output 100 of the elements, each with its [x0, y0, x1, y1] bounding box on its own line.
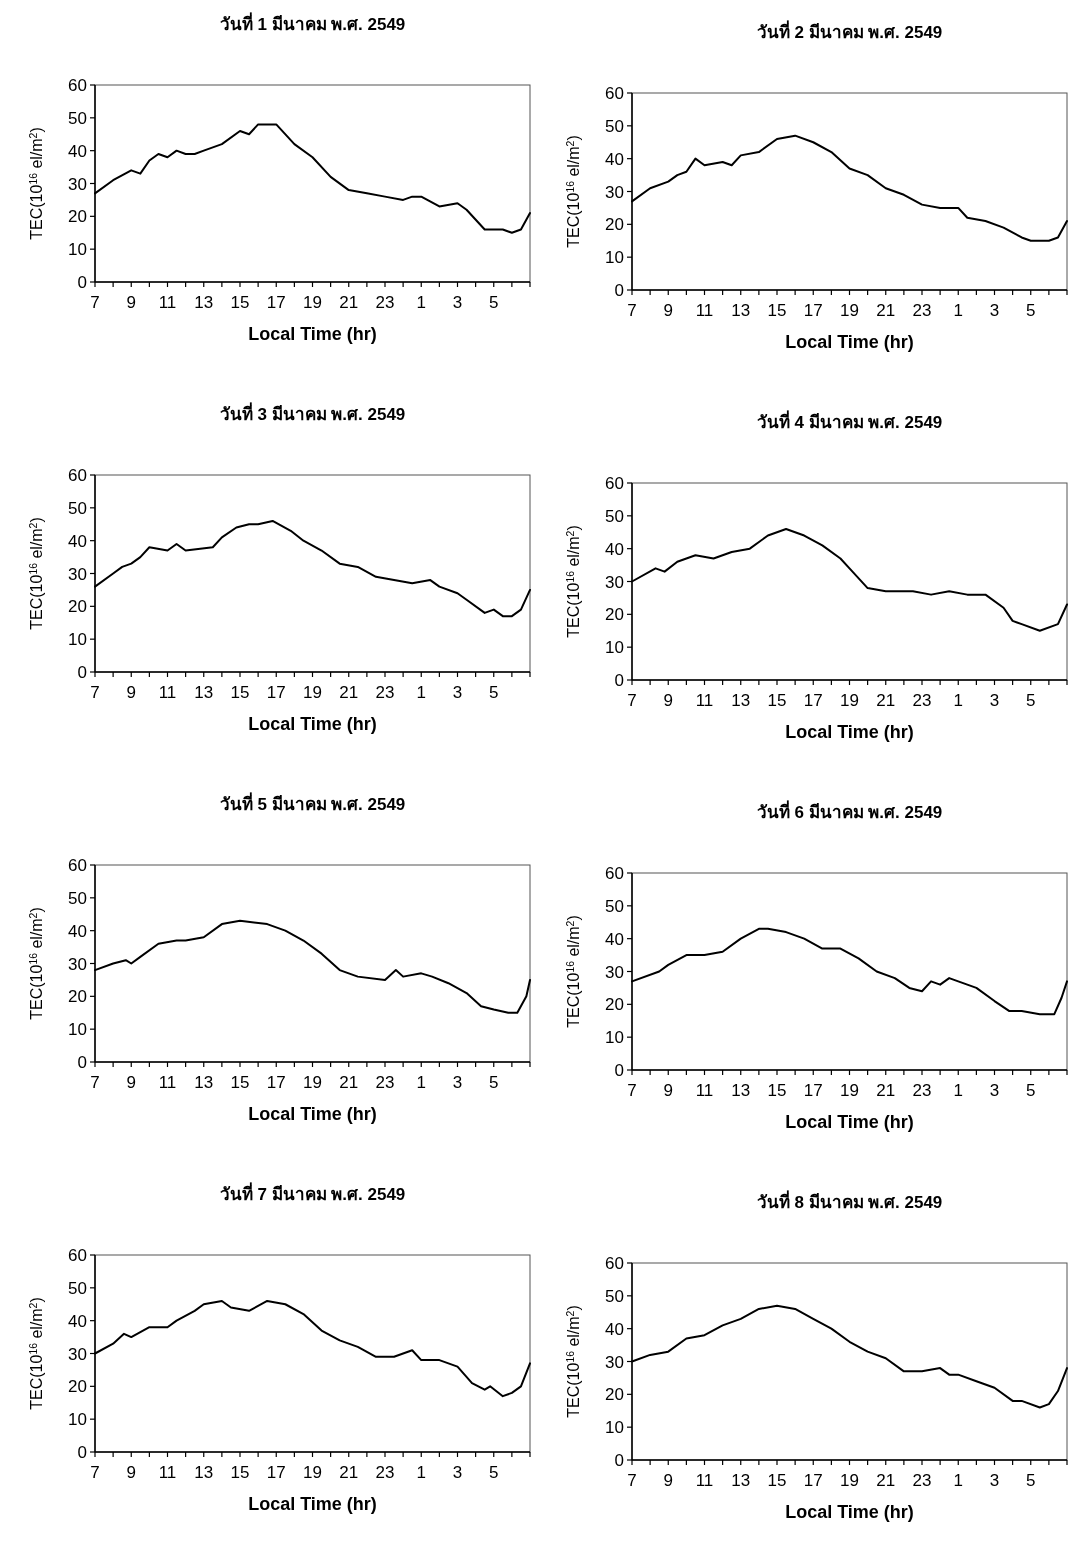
x-tick-label: 11	[158, 293, 177, 312]
x-tick-label: 19	[303, 293, 322, 312]
y-tick-label: 20	[68, 597, 87, 617]
x-tick-label: 21	[339, 293, 359, 312]
y-tick-label: 60	[605, 864, 624, 883]
y-tick-label: 0	[77, 1053, 87, 1072]
x-tick-label: 5	[1026, 301, 1036, 320]
y-tick-label: 20	[68, 1377, 87, 1397]
x-tick-label: 3	[989, 1471, 1000, 1490]
x-tick-label: 15	[767, 301, 787, 320]
x-tick-label: 3	[452, 1463, 463, 1482]
y-tick-label: 40	[68, 921, 87, 941]
x-tick-label: 11	[695, 1471, 714, 1490]
x-tick-label: 7	[90, 293, 100, 312]
x-tick-label: 11	[158, 1463, 177, 1482]
x-tick-label: 17	[803, 1471, 823, 1490]
y-tick-label: 20	[605, 605, 624, 625]
x-tick-label: 23	[912, 1471, 932, 1490]
y-tick-label: 60	[68, 856, 87, 875]
y-tick-label: 20	[68, 987, 87, 1007]
x-tick-label: 19	[303, 1463, 322, 1482]
x-tick-label: 17	[803, 691, 823, 710]
y-tick-label: 60	[605, 84, 624, 103]
x-tick-label: 15	[767, 1081, 787, 1100]
x-tick-label: 7	[90, 1073, 100, 1092]
x-tick-label: 15	[767, 1471, 787, 1490]
x-tick-label: 5	[489, 683, 499, 702]
y-tick-label: 30	[605, 962, 624, 982]
y-tick-label: 0	[614, 281, 624, 300]
x-tick-label: 9	[126, 683, 136, 702]
x-tick-label: 17	[266, 683, 286, 702]
x-tick-label: 11	[695, 1081, 714, 1100]
x-tick-label: 21	[876, 1081, 896, 1100]
x-axis-title: Local Time (hr)	[248, 324, 377, 344]
y-tick-label: 30	[605, 182, 624, 202]
y-tick-label: 10	[68, 1020, 87, 1040]
y-tick-label: 60	[68, 76, 87, 95]
y-tick-label: 40	[605, 149, 624, 169]
x-tick-label: 3	[452, 1073, 463, 1092]
x-tick-label: 13	[731, 1081, 751, 1100]
x-tick-label: 11	[695, 691, 714, 710]
x-tick-label: 23	[375, 1463, 395, 1482]
x-tick-label: 23	[375, 1073, 395, 1092]
chart-title: วันที่ 5 มีนาคม พ.ศ. 2549	[219, 792, 406, 814]
x-tick-label: 7	[90, 683, 100, 702]
chart-title: วันที่ 1 มีนาคม พ.ศ. 2549	[219, 12, 406, 34]
y-tick-label: 40	[605, 929, 624, 949]
y-tick-label: 50	[68, 1278, 87, 1298]
chart-title: วันที่ 6 มีนาคม พ.ศ. 2549	[756, 800, 943, 822]
x-tick-label: 21	[339, 1073, 359, 1092]
chart-title: วันที่ 7 มีนาคม พ.ศ. 2549	[219, 1182, 406, 1204]
y-tick-label: 10	[605, 638, 624, 658]
x-tick-label: 7	[627, 1081, 637, 1100]
x-axis-title: Local Time (hr)	[248, 714, 377, 734]
x-tick-label: 17	[266, 1073, 286, 1092]
y-tick-label: 50	[605, 896, 624, 916]
y-tick-label: 30	[68, 954, 87, 974]
y-tick-label: 40	[68, 1311, 87, 1331]
y-tick-label: 60	[605, 1254, 624, 1273]
x-tick-label: 23	[375, 293, 395, 312]
x-tick-label: 3	[989, 1081, 1000, 1100]
x-tick-label: 9	[663, 1471, 673, 1490]
y-tick-label: 40	[605, 539, 624, 559]
x-tick-label: 11	[695, 301, 714, 320]
x-tick-label: 3	[989, 691, 1000, 710]
x-tick-label: 11	[158, 683, 177, 702]
x-tick-label: 15	[230, 683, 250, 702]
y-tick-label: 50	[605, 506, 624, 526]
x-tick-label: 17	[803, 301, 823, 320]
x-tick-label: 21	[876, 691, 896, 710]
y-tick-label: 60	[68, 1246, 87, 1265]
x-tick-label: 5	[489, 1463, 499, 1482]
x-tick-label: 15	[767, 691, 787, 710]
y-tick-label: 10	[68, 240, 87, 260]
x-tick-label: 1	[953, 301, 963, 320]
x-tick-label: 5	[489, 293, 499, 312]
y-tick-label: 50	[68, 498, 87, 518]
x-tick-label: 15	[230, 1463, 250, 1482]
x-tick-label: 21	[876, 1471, 896, 1490]
y-tick-label: 30	[605, 572, 624, 592]
chart-title: วันที่ 3 มีนาคม พ.ศ. 2549	[219, 402, 406, 424]
x-tick-label: 5	[1026, 1081, 1036, 1100]
y-tick-label: 0	[77, 273, 87, 292]
y-tick-label: 50	[605, 116, 624, 136]
y-tick-label: 0	[77, 1443, 87, 1462]
x-tick-label: 5	[1026, 691, 1036, 710]
y-tick-label: 0	[614, 1061, 624, 1080]
x-axis-title: Local Time (hr)	[785, 1502, 914, 1522]
x-tick-label: 3	[989, 301, 1000, 320]
x-tick-label: 7	[90, 1463, 100, 1482]
x-tick-label: 17	[266, 293, 286, 312]
x-tick-label: 3	[452, 683, 463, 702]
x-tick-label: 1	[416, 683, 426, 702]
x-axis-title: Local Time (hr)	[248, 1494, 377, 1514]
y-tick-label: 30	[68, 564, 87, 584]
y-tick-label: 40	[68, 141, 87, 161]
x-tick-label: 7	[627, 1471, 637, 1490]
x-tick-label: 23	[912, 691, 932, 710]
x-tick-label: 23	[375, 683, 395, 702]
x-axis-title: Local Time (hr)	[785, 722, 914, 742]
